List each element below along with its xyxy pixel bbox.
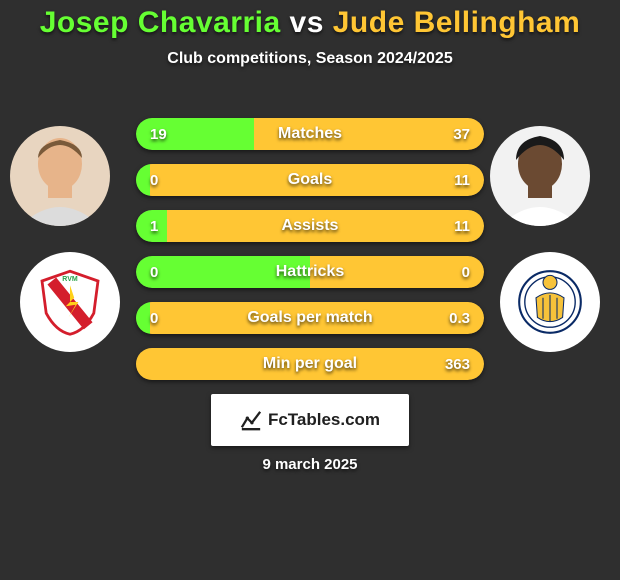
person-icon [10, 126, 110, 226]
comparison-card: Josep Chavarria vs Jude Bellingham Club … [0, 0, 620, 580]
stat-bar: 1937Matches [136, 118, 484, 150]
stat-bar-right-fill [150, 302, 484, 334]
stat-bar-left-fill [136, 302, 150, 334]
page-title: Josep Chavarria vs Jude Bellingham [0, 6, 620, 40]
stat-bar: 363Min per goal [136, 348, 484, 380]
stat-bar-left-fill [136, 118, 254, 150]
stat-bar-right-fill [150, 164, 484, 196]
stat-bar-right-fill [254, 118, 484, 150]
stat-bar-left-fill [136, 164, 150, 196]
brand-badge: FcTables.com [211, 394, 409, 446]
stat-bar: 00.3Goals per match [136, 302, 484, 334]
stat-bar: 00Hattricks [136, 256, 484, 288]
stat-bar-right-fill [136, 348, 484, 380]
chart-icon [240, 409, 262, 431]
vs-label: vs [290, 6, 324, 39]
player1-club-badge: RVM [20, 252, 120, 352]
player1-name: Josep Chavarria [40, 6, 281, 39]
player1-avatar [10, 126, 110, 226]
player2-club-badge [500, 252, 600, 352]
stat-bar-right-fill [167, 210, 484, 242]
stat-bar-left-fill [136, 210, 167, 242]
stat-bars: 1937Matches 011Goals 111Assists 00Hattricks… [136, 118, 484, 394]
player2-avatar [490, 126, 590, 226]
stat-bar: 111Assists [136, 210, 484, 242]
stat-bar-right-fill [310, 256, 484, 288]
person-icon [490, 126, 590, 226]
stat-bar: 011Goals [136, 164, 484, 196]
footer-date: 9 march 2025 [0, 456, 620, 473]
svg-text:RVM: RVM [62, 276, 78, 283]
club-crest-icon [515, 267, 585, 337]
club-crest-icon: RVM [35, 267, 105, 337]
player2-name: Jude Bellingham [333, 6, 581, 39]
brand-text: FcTables.com [268, 410, 380, 430]
subtitle: Club competitions, Season 2024/2025 [0, 50, 620, 68]
stat-bar-left-fill [136, 256, 310, 288]
